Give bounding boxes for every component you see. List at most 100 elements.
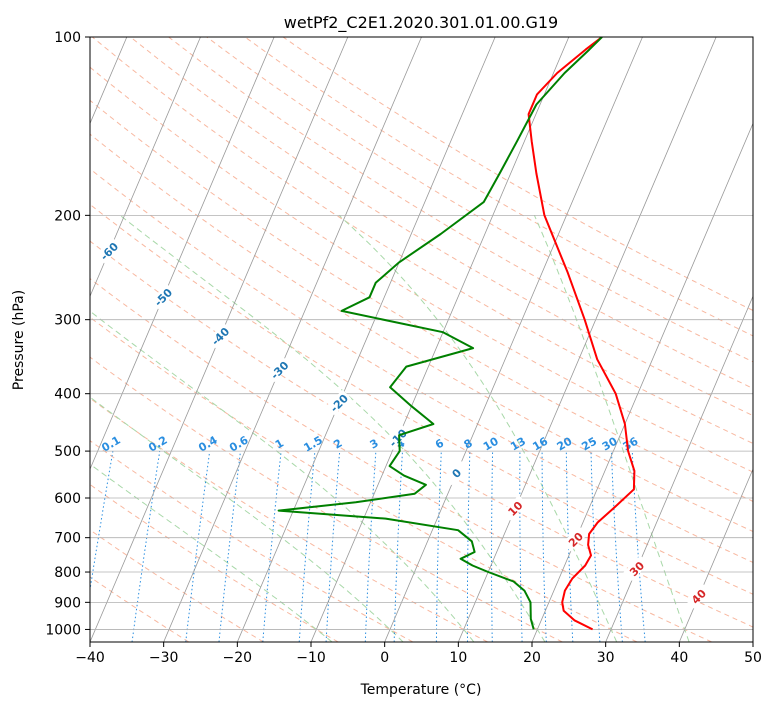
dry-adiabat xyxy=(206,37,753,363)
isotherm-label-bg xyxy=(206,322,233,349)
dry-adiabat xyxy=(90,576,190,642)
mixing-ratio-line xyxy=(131,451,161,642)
moist-adiabat xyxy=(90,310,475,642)
mixing-ratio-label: 13 xyxy=(508,435,528,454)
dry-adiabat xyxy=(90,356,563,642)
isotherm-line xyxy=(90,37,275,471)
y-tick-label: 1000 xyxy=(45,622,81,638)
isotherm-label: -80 xyxy=(0,138,17,161)
mixing-ratio-line xyxy=(611,451,623,642)
skewed-isotherms xyxy=(90,37,753,642)
x-tick-label: 40 xyxy=(670,650,688,666)
moist-adiabat xyxy=(90,463,333,642)
y-tick-label: 300 xyxy=(54,313,81,329)
mixing-ratio-label: 1 xyxy=(273,437,286,452)
mixing-ratio-line xyxy=(185,451,211,642)
x-tick-label: 0 xyxy=(380,650,389,666)
mixing-ratio-line xyxy=(90,451,114,593)
dry-adiabat xyxy=(282,37,753,312)
dry-adiabat xyxy=(90,483,339,642)
mixing-ratio-line xyxy=(519,451,523,642)
moist-adiabat xyxy=(90,396,404,642)
isotherm-label-bg xyxy=(95,237,122,264)
dry-adiabat xyxy=(90,316,638,642)
dewpoint-line xyxy=(277,37,603,630)
y-tick-label: 900 xyxy=(54,595,81,611)
dry-adiabats xyxy=(90,37,753,642)
isotherm-line xyxy=(752,640,753,642)
x-tick-label: −20 xyxy=(223,650,253,666)
isotherm-line xyxy=(163,37,422,642)
mixing-ratio-line xyxy=(435,451,442,642)
isotherm-label-bg xyxy=(0,136,17,161)
moist-adiabats xyxy=(90,214,690,642)
y-tick-label: 700 xyxy=(54,531,81,547)
mixing-ratio-line xyxy=(262,451,282,642)
y-tick-label: 600 xyxy=(54,491,81,507)
dry-adiabat xyxy=(90,168,753,563)
mixing-ratio-label: 20 xyxy=(555,434,575,453)
isotherm-line xyxy=(678,468,753,642)
dry-adiabat xyxy=(244,37,753,337)
x-tick-label: −40 xyxy=(75,650,105,666)
isotherm-label-bg xyxy=(266,356,292,383)
isotherm-label-bg xyxy=(384,424,411,450)
x-tick-label: 50 xyxy=(744,650,762,666)
moist-adiabat xyxy=(119,214,546,642)
x-axis: −40 −30 −20 −10 0 10 20 30 40 50 xyxy=(75,642,762,666)
chart-title: wetPf2_C2E1.2020.301.01.00.G19 xyxy=(284,13,558,33)
pressure-gridlines xyxy=(90,37,753,630)
dry-adiabat xyxy=(90,278,712,642)
isotherm-label-bg xyxy=(501,495,528,521)
isotherm-label-bg xyxy=(325,389,352,416)
mixing-ratio-line xyxy=(218,451,241,642)
x-tick-label: −30 xyxy=(149,650,179,666)
isotherm-label-bg xyxy=(562,526,588,552)
dry-adiabat xyxy=(168,37,753,389)
y-axis-label: Pressure (hPa) xyxy=(11,290,27,390)
isotherm-line xyxy=(605,295,753,642)
isotherm-label-bg xyxy=(443,459,469,486)
mixing-ratio-label: 16 xyxy=(530,434,550,453)
isotherm-line xyxy=(310,37,570,642)
isotherm-line xyxy=(236,37,496,642)
dry-adiabat xyxy=(90,440,414,642)
moist-adiabat xyxy=(338,214,618,642)
isotherm-label-bg xyxy=(149,283,176,310)
mixing-ratio-line xyxy=(298,451,316,642)
mixing-ratio-line xyxy=(491,451,494,642)
isotherm-line xyxy=(90,37,201,298)
x-tick-label: 10 xyxy=(449,650,467,666)
dry-adiabat xyxy=(130,37,753,417)
mixing-ratio-line xyxy=(631,451,646,642)
y-tick-label: 800 xyxy=(54,565,81,581)
y-tick-label: 500 xyxy=(54,444,81,460)
mixing-ratio-line xyxy=(590,451,601,642)
x-tick-label: 20 xyxy=(523,650,541,666)
y-tick-label: 400 xyxy=(54,387,81,403)
moist-adiabat xyxy=(533,215,690,642)
mixing-ratio-label: 30 xyxy=(600,434,620,453)
mixing-ratio-label: 10 xyxy=(481,434,501,453)
isotherm-line xyxy=(531,122,753,642)
dry-adiabat xyxy=(91,37,753,445)
temperature-line xyxy=(527,37,636,631)
dry-adiabat xyxy=(90,66,753,473)
x-tick-label: 30 xyxy=(597,650,615,666)
mixing-ratio-line xyxy=(364,451,377,642)
isotherm-line xyxy=(457,37,717,642)
isotherm-label-bg xyxy=(623,555,649,581)
isotherm-label-bg xyxy=(685,583,711,609)
mixing-ratio-line xyxy=(466,451,471,642)
sounding-series xyxy=(277,37,636,631)
dry-adiabat xyxy=(90,133,753,533)
y-tick-label: 200 xyxy=(54,208,81,224)
dry-adiabat xyxy=(90,203,753,595)
mixing-ratio-label: 25 xyxy=(579,435,599,454)
dry-adiabat xyxy=(90,397,488,642)
x-axis-label: Temperature (°C) xyxy=(360,682,482,698)
y-axis: 100 200 300 400 500 600 700 800 900 1000 xyxy=(45,30,90,638)
